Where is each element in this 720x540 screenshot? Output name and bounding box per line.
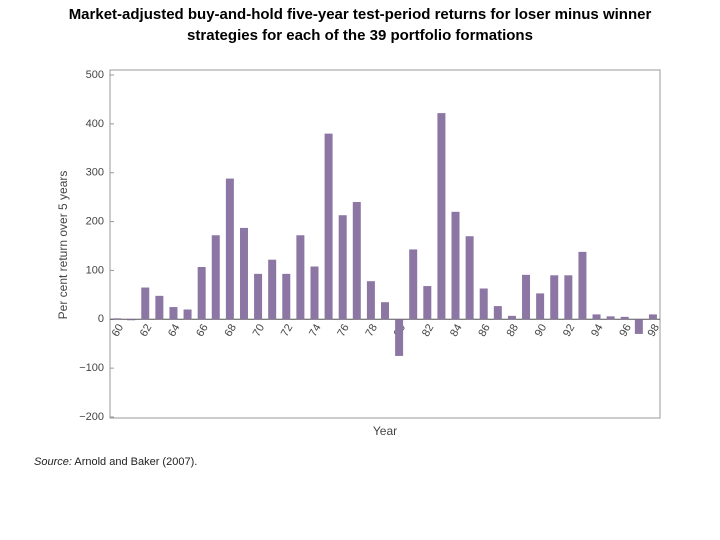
x-tick-label: 90 [533,322,550,339]
bar [437,113,446,320]
bar [296,235,305,320]
x-tick-label: 76 [335,322,352,339]
x-axis-label: Year [373,424,397,438]
y-tick-label: −200 [79,411,104,423]
chart-title: Market-adjusted buy-and-hold five-year t… [69,6,652,23]
x-tick-label: 98 [646,322,663,339]
x-tick-label: 60 [110,322,127,339]
bar [268,259,277,320]
bar [507,315,516,320]
bar [197,267,206,320]
bar [141,287,150,320]
bar [211,235,220,320]
x-tick-label: 70 [251,322,268,339]
bar [324,133,333,320]
x-tick-label: 66 [194,322,211,339]
x-tick-label: 92 [561,322,578,339]
source-text: Arnold and Baker (2007). [74,456,197,468]
bar [338,215,347,320]
y-tick-label: 300 [86,167,104,179]
bar [409,249,418,320]
bar [620,316,629,320]
bar [451,211,460,320]
bar [536,293,545,320]
y-tick-label: 200 [86,215,104,227]
plot-frame [109,69,661,419]
bar [634,319,643,334]
x-tick-label: 64 [166,322,183,339]
x-tick-label: 62 [138,322,155,339]
bar [465,236,474,320]
source-note: Source: Arnold and Baker (2007). [34,456,197,468]
y-tick-label: 0 [98,313,104,325]
bar [169,307,178,320]
bar [578,251,587,320]
x-tick-label: 96 [617,322,634,339]
x-tick-label: 78 [363,322,380,339]
bar [239,227,248,320]
y-tick-label: 500 [86,69,104,81]
bar [606,316,615,320]
bar [522,274,531,320]
bar [254,273,263,320]
x-tick-label: 82 [420,322,437,339]
bar [564,275,573,320]
bar [479,288,488,320]
bar [648,314,657,320]
y-tick-label: 100 [86,264,104,276]
x-tick-label: 68 [222,322,239,339]
bar [366,281,375,320]
bar [395,319,404,356]
bar [225,178,234,320]
x-tick-label: 74 [307,322,324,339]
bar [381,302,389,320]
bar [155,295,164,320]
x-tick-label: 86 [476,322,493,339]
bar [493,306,502,320]
bar [282,273,291,320]
bar [127,319,136,321]
bar [423,286,432,320]
bar [310,266,319,320]
y-axis-label: Per cent return over 5 years [56,171,70,320]
bar [113,318,122,320]
bar [550,275,559,320]
x-tick-label: 94 [589,322,606,339]
bar [592,314,601,320]
y-tick-label: 400 [86,118,104,130]
source-label: Source: [34,456,72,468]
bar [183,309,192,320]
x-tick-label: 88 [505,322,522,339]
bar [352,202,361,320]
chart-title: strategies for each of the 39 portfolio … [187,27,533,44]
y-tick-label: −100 [79,362,104,374]
x-tick-label: 72 [279,322,296,339]
x-tick-label: 84 [448,322,465,339]
